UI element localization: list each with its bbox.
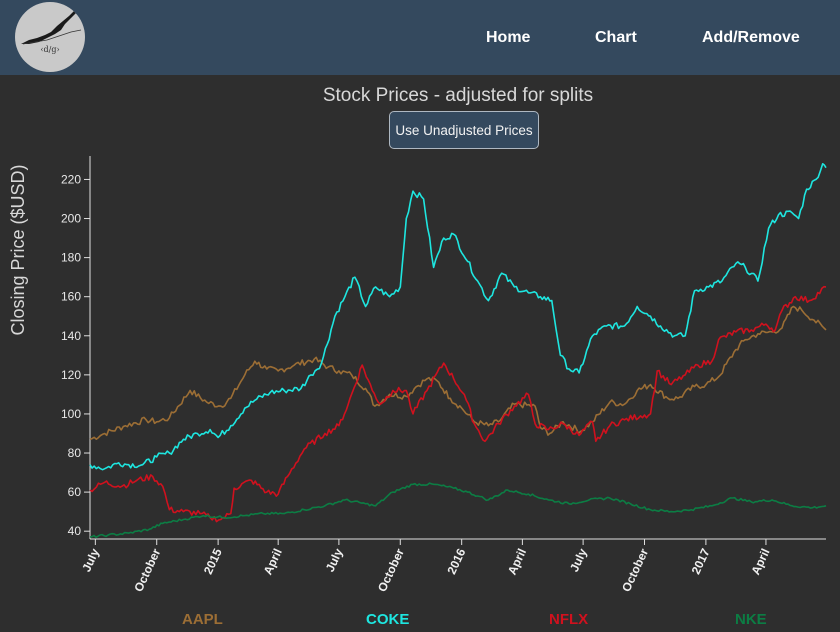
nav-home[interactable]: Home xyxy=(486,29,531,46)
x-tick-label: April xyxy=(261,546,285,577)
y-tick-label: 180 xyxy=(61,251,81,265)
legend-nflx[interactable]: NFLX xyxy=(549,611,589,628)
navbar: ‹d/g› Home Chart Add/Remove xyxy=(0,0,840,75)
x-tick-label: July xyxy=(567,546,590,574)
x-tick-label: April xyxy=(505,546,529,577)
nav-add-remove[interactable]: Add/Remove xyxy=(702,29,800,46)
x-tick-label: April xyxy=(748,546,772,577)
y-tick-label: 220 xyxy=(61,172,81,186)
chart-title: Stock Prices - adjusted for splits xyxy=(322,85,594,106)
logo[interactable]: ‹d/g› xyxy=(15,2,85,72)
series-line-aapl xyxy=(89,305,827,441)
x-tick-label: 2016 xyxy=(444,546,468,576)
y-tick-label: 140 xyxy=(61,329,81,343)
y-tick-label: 160 xyxy=(61,290,81,304)
logo-mountain-icon xyxy=(21,10,82,45)
y-tick-label: 60 xyxy=(68,485,82,499)
series-line-nflx xyxy=(89,285,827,523)
y-tick-label: 80 xyxy=(68,446,82,460)
x-tick-label: July xyxy=(323,546,346,574)
series-line-nke xyxy=(89,482,827,539)
legend-coke[interactable]: COKE xyxy=(366,611,410,628)
nav-chart[interactable]: Chart xyxy=(595,29,637,46)
series-line-coke xyxy=(89,163,827,471)
x-tick-label: October xyxy=(131,546,163,594)
y-axis-label: Closing Price ($USD) xyxy=(8,164,28,335)
y-tick-label: 40 xyxy=(68,524,82,538)
use-unadjusted-prices-button[interactable]: Use Unadjusted Prices xyxy=(389,111,539,149)
y-tick-label: 200 xyxy=(61,212,81,226)
x-tick-label: October xyxy=(619,546,651,594)
stock-price-chart: 40 60 80 100 120 140 160 180 200 220 Closing Price… xyxy=(8,156,827,594)
y-tick-label: 120 xyxy=(61,368,81,382)
x-tick-label: July xyxy=(79,546,102,574)
x-tick-label: 2015 xyxy=(201,546,225,576)
legend-nke[interactable]: NKE xyxy=(735,611,767,628)
y-tick-label: 100 xyxy=(61,407,81,421)
x-tick-label: October xyxy=(375,546,407,594)
legend-aapl[interactable]: AAPL xyxy=(182,611,223,628)
logo-text: ‹d/g› xyxy=(40,45,60,54)
x-tick-label: 2017 xyxy=(689,546,713,576)
